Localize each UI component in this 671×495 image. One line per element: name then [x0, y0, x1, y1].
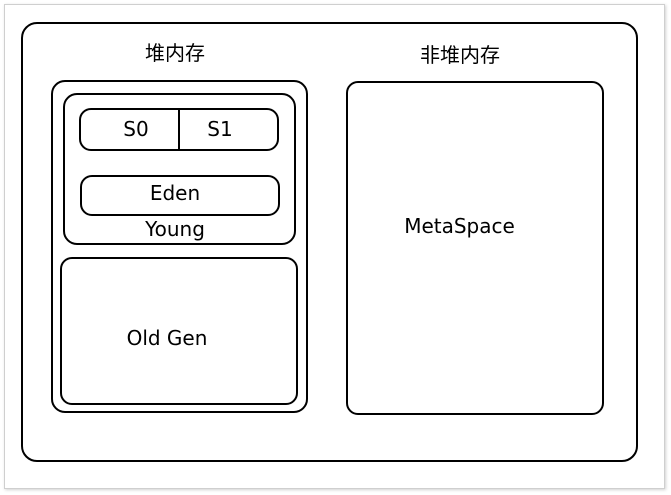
s1-label: S1 — [207, 117, 233, 141]
metaspace-label: MetaSpace — [404, 214, 515, 238]
metaspace-box — [346, 81, 604, 415]
survivor-divider — [178, 108, 180, 151]
non-heap-memory-title: 非堆内存 — [420, 43, 500, 67]
s0-label: S0 — [123, 117, 149, 141]
old-gen-label: Old Gen — [126, 326, 208, 350]
young-label: Young — [145, 217, 205, 241]
eden-box — [80, 175, 280, 216]
old-generation-box — [60, 257, 298, 405]
heap-memory-title: 堆内存 — [145, 41, 205, 65]
eden-label: Eden — [149, 181, 201, 205]
